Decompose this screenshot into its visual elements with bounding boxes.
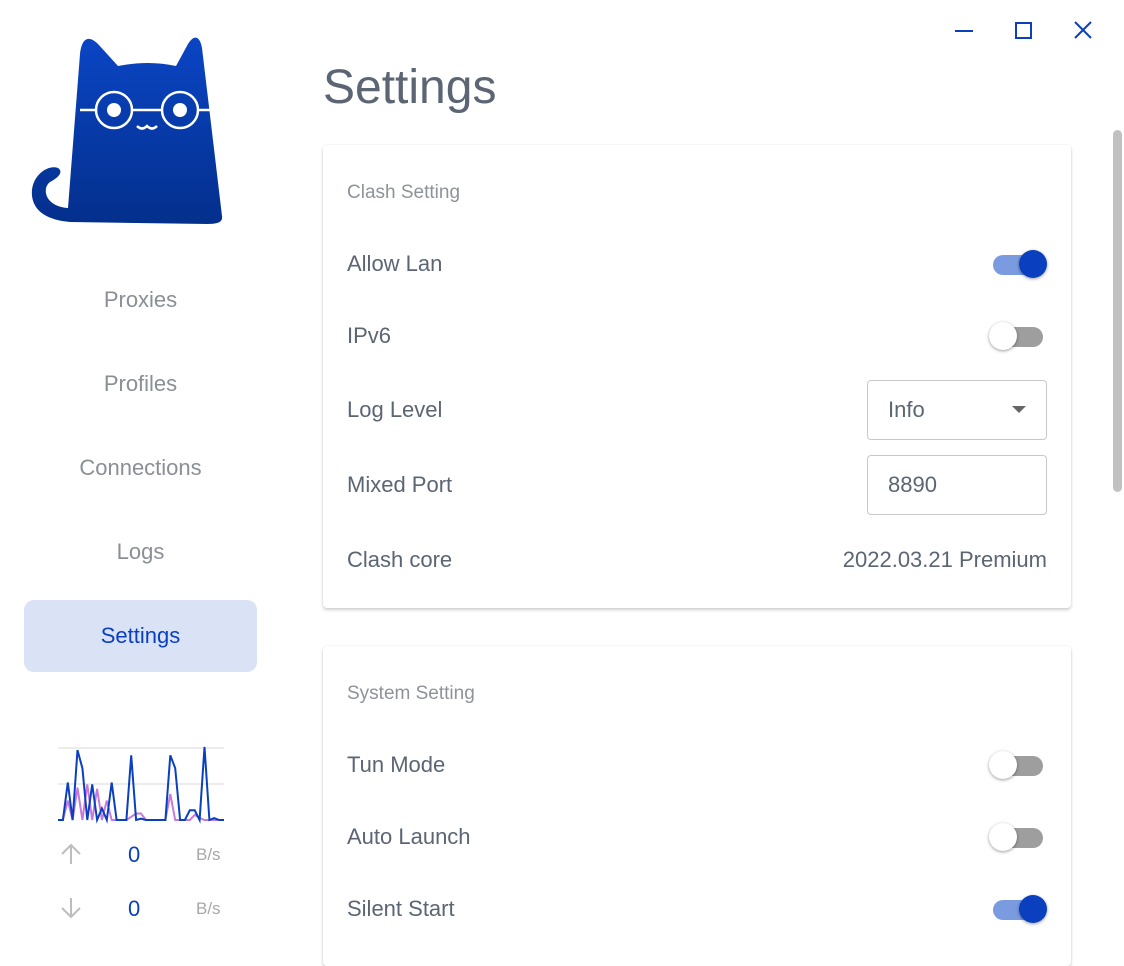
label: Tun Mode xyxy=(347,752,446,777)
mixed-port-input[interactable]: 8890 xyxy=(867,455,1047,515)
traffic-chart xyxy=(58,746,224,824)
arrow-down-icon xyxy=(61,898,81,919)
sidebar-item-connections[interactable]: Connections xyxy=(79,455,202,480)
auto-launch-toggle[interactable] xyxy=(989,823,1047,851)
upload-value: 0 xyxy=(128,842,141,867)
allow-lan-toggle[interactable] xyxy=(991,250,1047,278)
sidebar-item-proxies[interactable]: Proxies xyxy=(103,287,178,312)
upload-speed: 0 B/s xyxy=(58,842,228,867)
label: Mixed Port xyxy=(347,472,453,497)
download-value: 0 xyxy=(128,896,141,921)
silent-start-toggle[interactable] xyxy=(991,895,1047,923)
traffic-series-line xyxy=(58,746,224,824)
card-title: System Setting xyxy=(347,683,475,704)
upload-unit: B/s xyxy=(196,845,221,864)
tun-mode-toggle[interactable] xyxy=(989,751,1047,779)
download-speed: 0 B/s xyxy=(58,896,228,921)
label: Log Level xyxy=(347,397,443,422)
label: IPv6 xyxy=(347,323,392,348)
scrollbar-thumb[interactable] xyxy=(1113,130,1122,492)
system-setting-card: System Setting Tun Mode Auto Launch Sile… xyxy=(323,646,1071,966)
clash-core-row: Clash core 2022.03.21 Premium xyxy=(347,540,1047,580)
page-title: Settings xyxy=(323,61,497,114)
input-value: 8890 xyxy=(888,472,937,497)
maximize-icon xyxy=(1015,22,1032,39)
clash-core-version: 2022.03.21 Premium xyxy=(842,547,1047,572)
log-level-select[interactable]: Info xyxy=(867,380,1047,440)
download-unit: B/s xyxy=(196,899,221,918)
label: Auto Launch xyxy=(347,824,471,849)
silent-start-row: Silent Start xyxy=(347,889,1047,929)
selected-value: Info xyxy=(888,397,925,422)
close-button[interactable] xyxy=(1071,18,1095,42)
allow-lan-row: Allow Lan xyxy=(347,244,1047,284)
close-icon xyxy=(1074,21,1092,39)
ipv6-row: IPv6 xyxy=(347,316,1047,356)
ipv6-toggle[interactable] xyxy=(989,322,1047,350)
caret-down-icon xyxy=(1012,406,1026,413)
label: Allow Lan xyxy=(347,251,443,276)
maximize-button[interactable] xyxy=(1011,18,1035,42)
minimize-button[interactable] xyxy=(952,18,976,42)
card-title: Clash Setting xyxy=(347,182,461,203)
cat-logo xyxy=(31,37,223,225)
arrow-up-icon xyxy=(61,843,81,864)
label: Clash core xyxy=(347,547,453,572)
sidebar-item-profiles[interactable]: Profiles xyxy=(103,371,178,396)
minimize-icon xyxy=(955,30,973,32)
log-level-row: Log Level Info xyxy=(347,380,1047,440)
clash-setting-card: Clash Setting Allow Lan IPv6 Log Level In… xyxy=(323,145,1071,608)
tun-mode-row: Tun Mode xyxy=(347,745,1047,785)
sidebar-item-logs[interactable]: Logs xyxy=(116,539,165,564)
sidebar-item-settings[interactable]: Settings xyxy=(24,600,257,672)
label: Silent Start xyxy=(347,896,455,921)
mixed-port-row: Mixed Port 8890 xyxy=(347,455,1047,515)
auto-launch-row: Auto Launch xyxy=(347,817,1047,857)
